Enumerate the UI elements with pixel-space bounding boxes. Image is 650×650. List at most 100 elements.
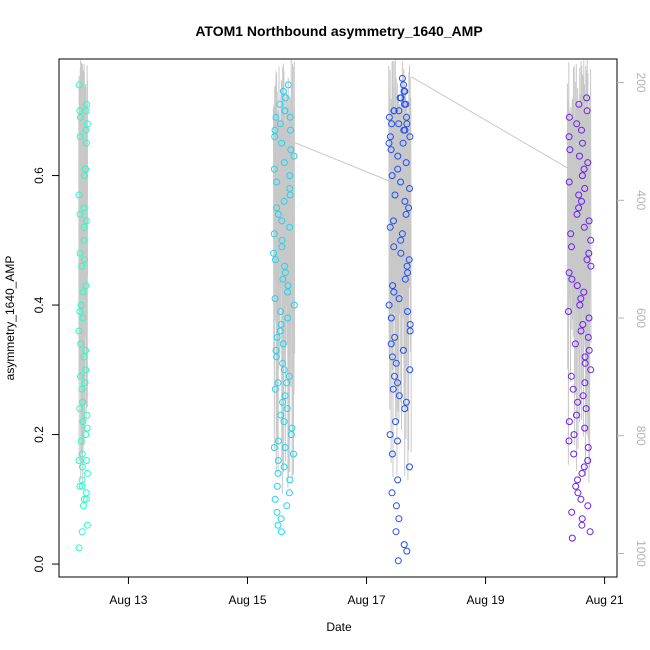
data-point: [390, 217, 397, 225]
data-point: [290, 301, 298, 309]
data-point: [75, 457, 83, 464]
y-tick-label: 0.4: [32, 296, 46, 313]
data-point: [577, 295, 585, 303]
data-point: [582, 405, 590, 413]
x-tick-label: Aug 21: [586, 593, 624, 607]
data-point: [395, 392, 403, 400]
data-point: [402, 210, 410, 218]
data-point: [287, 146, 295, 154]
data-point: [279, 359, 287, 367]
data-point: [278, 217, 286, 225]
data-point: [83, 469, 91, 477]
data-point: [565, 178, 573, 186]
x-tick-label: Aug 13: [109, 593, 147, 607]
data-point: [75, 544, 83, 552]
data-point: [284, 314, 292, 322]
data-point: [278, 236, 286, 244]
data-point: [285, 489, 293, 497]
data-point: [77, 301, 85, 309]
data-point: [388, 172, 396, 180]
data-point: [281, 94, 289, 102]
data-point: [399, 346, 407, 354]
data-point: [401, 275, 409, 283]
data-point: [82, 139, 90, 147]
data-point: [271, 126, 279, 134]
data-point: [76, 405, 84, 413]
data-point: [567, 372, 575, 380]
data-point: [270, 165, 278, 173]
data-point: [578, 172, 586, 180]
data-point: [387, 314, 395, 322]
data-point: [581, 185, 589, 192]
data-point: [272, 113, 280, 121]
data-point: [271, 495, 279, 503]
data-point: [80, 223, 88, 231]
data-point: [82, 217, 90, 225]
data-point: [82, 457, 90, 464]
data-point: [274, 437, 282, 445]
data-point: [277, 515, 285, 523]
x-tick-label: Aug 17: [347, 593, 385, 607]
data-point: [78, 528, 86, 536]
data-point: [78, 476, 86, 484]
data-point: [79, 502, 87, 510]
data-point: [386, 431, 394, 439]
data-point: [279, 275, 287, 283]
data-point: [584, 333, 592, 341]
data-point: [578, 126, 585, 134]
x-axis: Aug 13 Aug 15 Aug 17 Aug 19 Aug 21: [59, 576, 624, 607]
data-point: [578, 197, 585, 205]
data-point: [573, 282, 581, 290]
data-point: [572, 482, 580, 490]
data-point: [579, 392, 587, 400]
data-point: [389, 282, 397, 290]
data-point: [77, 340, 85, 348]
data-point: [82, 431, 90, 439]
data-point: [401, 197, 409, 205]
data-point: [573, 210, 581, 218]
data-point: [391, 191, 399, 199]
data-point: [394, 476, 402, 484]
data-point: [281, 107, 289, 115]
background-connector-line: [410, 76, 568, 169]
data-point: [390, 107, 398, 115]
data-point: [395, 515, 403, 523]
data-point: [279, 398, 287, 406]
data-point: [570, 431, 578, 439]
data-point: [385, 113, 393, 121]
data-point: [580, 288, 588, 296]
data-point: [75, 191, 83, 199]
data-point: [587, 236, 595, 244]
data-point: [273, 482, 281, 490]
data-point: [565, 133, 573, 141]
data-point: [404, 269, 411, 277]
data-point: [288, 424, 296, 432]
data-point: [394, 165, 402, 173]
data-point: [571, 340, 579, 348]
data-point: [402, 159, 410, 167]
data-point: [76, 107, 84, 115]
y2-axis: 200 400 600 800 1000: [617, 73, 648, 567]
data-point: [565, 113, 573, 121]
data-point: [273, 333, 281, 341]
x-tick-label: Aug 15: [228, 593, 266, 607]
data-point: [82, 282, 90, 290]
data-point: [565, 437, 573, 445]
data-point: [281, 262, 289, 270]
data-point: [585, 314, 593, 322]
data-point: [578, 469, 586, 477]
data-point: [586, 528, 594, 536]
data-point: [584, 457, 592, 464]
data-point: [587, 262, 595, 270]
data-point: [406, 327, 414, 335]
data-point: [401, 87, 409, 95]
data-point: [82, 489, 90, 497]
data-point: [79, 288, 87, 296]
data-point: [287, 126, 294, 134]
data-point: [392, 359, 400, 367]
data-point: [574, 398, 582, 406]
data-point: [77, 372, 84, 380]
data-point: [81, 379, 89, 387]
data-point: [78, 463, 86, 471]
